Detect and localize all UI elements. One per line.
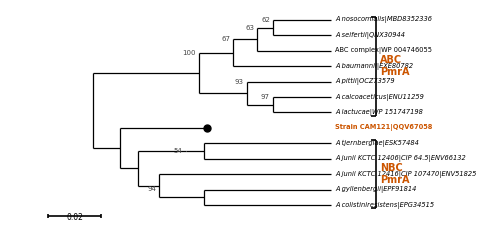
Text: A seifertii|QNX30944: A seifertii|QNX30944: [335, 32, 405, 39]
Text: 93: 93: [234, 79, 243, 85]
Text: NBC
PmrA: NBC PmrA: [380, 163, 410, 185]
Text: 0.02: 0.02: [66, 213, 83, 222]
Text: 62: 62: [261, 17, 270, 23]
Text: ABC complex|WP 004746055: ABC complex|WP 004746055: [335, 47, 432, 54]
Text: 63: 63: [245, 25, 254, 31]
Text: ABC
PmrA: ABC PmrA: [380, 55, 410, 77]
Text: A junii KCTC 12416|CIP 107470|ENV51825: A junii KCTC 12416|CIP 107470|ENV51825: [335, 171, 477, 178]
Text: 100: 100: [182, 50, 196, 56]
Text: A lactucae|WP 151747198: A lactucae|WP 151747198: [335, 109, 423, 116]
Text: A gyllenbergii|EPF91814: A gyllenbergii|EPF91814: [335, 186, 417, 193]
Text: A baumannii|EXE80782: A baumannii|EXE80782: [335, 63, 413, 70]
Text: 97: 97: [261, 94, 270, 100]
Text: A pittii|OCZ73579: A pittii|OCZ73579: [335, 78, 395, 85]
Text: 67: 67: [221, 36, 230, 43]
Text: 54: 54: [174, 148, 182, 154]
Text: A nosocomialis|MBD8352336: A nosocomialis|MBD8352336: [335, 16, 432, 23]
Text: A junii KCTC 12406|CIP 64.5|ENV66132: A junii KCTC 12406|CIP 64.5|ENV66132: [335, 155, 466, 162]
Text: A colistiniresistens|EPG34515: A colistiniresistens|EPG34515: [335, 202, 434, 209]
Text: Strain CAM121|QQV67058: Strain CAM121|QQV67058: [335, 124, 433, 131]
Text: A calcoaceticus|ENU11259: A calcoaceticus|ENU11259: [335, 94, 424, 101]
Text: 94: 94: [147, 186, 156, 192]
Text: A tjernbergiae|ESK57484: A tjernbergiae|ESK57484: [335, 140, 419, 147]
